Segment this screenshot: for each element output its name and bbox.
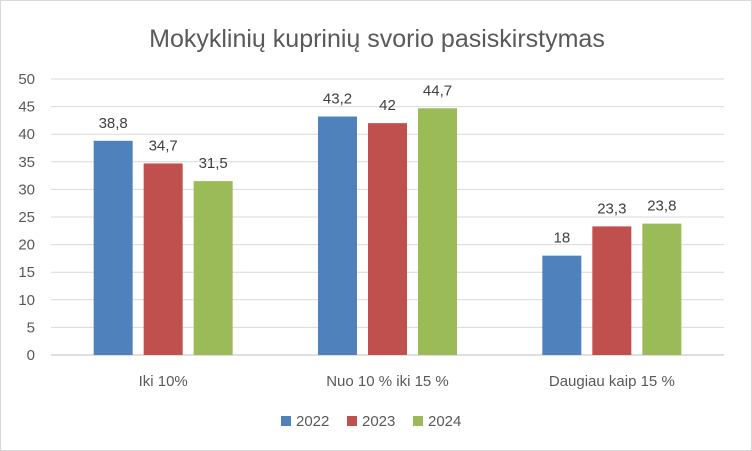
y-tick-label: 25 xyxy=(18,209,35,226)
x-axis-categories: Iki 10% Nuo 10 % iki 15 % Daugiau kaip 15 … xyxy=(139,373,675,390)
legend-swatch-2024 xyxy=(413,416,423,426)
legend-label: 2024 xyxy=(428,413,461,430)
data-label: 23,8 xyxy=(647,198,676,215)
bar-2022-3 xyxy=(542,255,582,355)
data-label: 38,8 xyxy=(99,115,128,132)
category-label: Nuo 10 % iki 15 % xyxy=(326,373,449,390)
y-tick-label: 45 xyxy=(18,99,35,116)
bar-2023-3 xyxy=(592,226,632,355)
bar-2022-2 xyxy=(318,116,357,355)
data-label: 18 xyxy=(553,230,570,247)
legend: 2022 2023 2024 xyxy=(281,413,461,430)
data-label: 23,3 xyxy=(597,200,626,217)
category-label: Iki 10% xyxy=(139,373,188,390)
legend-swatch-2023 xyxy=(347,416,357,426)
y-tick-label: 40 xyxy=(18,126,35,143)
data-label: 34,7 xyxy=(149,137,178,154)
bars xyxy=(93,108,682,355)
data-label: 42 xyxy=(379,97,396,114)
bar-2024-2 xyxy=(418,108,457,355)
legend-label: 2023 xyxy=(362,413,395,430)
y-tick-label: 50 xyxy=(18,71,35,88)
bar-2022-1 xyxy=(93,140,133,355)
y-tick-label: 0 xyxy=(27,347,35,364)
category-label: Daugiau kaip 15 % xyxy=(549,373,675,390)
legend-label: 2022 xyxy=(296,413,329,430)
y-tick-label: 35 xyxy=(18,154,35,171)
legend-swatch-2022 xyxy=(281,416,291,426)
data-label: 43,2 xyxy=(323,91,352,108)
y-axis-ticks: 0 5 10 15 20 25 30 35 40 45 50 xyxy=(18,71,35,364)
y-tick-label: 15 xyxy=(18,264,35,281)
y-tick-label: 20 xyxy=(18,237,35,254)
data-label: 31,5 xyxy=(199,155,228,172)
chart-title: Mokyklinių kuprinių svorio pasiskirstyma… xyxy=(149,25,605,53)
bar-2023-2 xyxy=(368,123,407,355)
bar-2024-3 xyxy=(642,223,682,355)
y-tick-label: 30 xyxy=(18,181,35,198)
data-labels: 38,8 34,7 31,5 43,2 42 44,7 18 23,3 23,8 xyxy=(99,82,677,246)
y-tick-label: 5 xyxy=(27,319,35,336)
bar-2024-1 xyxy=(193,181,233,355)
y-tick-label: 10 xyxy=(18,292,35,309)
bar-2023-1 xyxy=(143,163,183,355)
data-label: 44,7 xyxy=(423,82,452,99)
